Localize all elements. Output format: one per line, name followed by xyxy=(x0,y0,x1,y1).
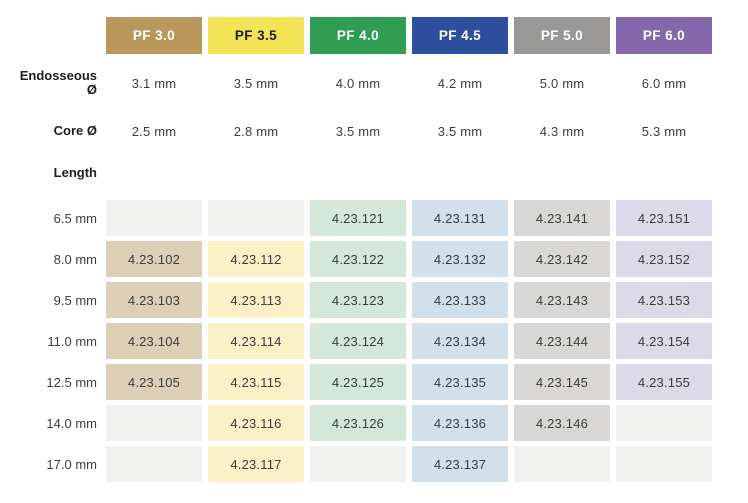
empty-cell xyxy=(310,446,406,482)
article-cell: 4.23.131 xyxy=(412,200,508,236)
article-cell: 4.23.137 xyxy=(412,446,508,482)
article-cell: 4.23.113 xyxy=(208,282,304,318)
empty-cell xyxy=(208,200,304,236)
article-cell: 4.23.104 xyxy=(106,323,202,359)
spec-value-cell: 4.0 mm xyxy=(335,75,381,91)
length-row-label: 9.5 mm xyxy=(53,292,97,308)
spec-value-cell: 4.2 mm xyxy=(437,75,483,91)
empty-cell xyxy=(616,446,712,482)
article-cell: 4.23.132 xyxy=(412,241,508,277)
spec-value-cell: 5.0 mm xyxy=(539,75,585,91)
article-cell: 4.23.142 xyxy=(514,241,610,277)
spec-value-cell: 6.0 mm xyxy=(641,75,687,91)
article-cell: 4.23.116 xyxy=(208,405,304,441)
table-header-row: PF 3.0 PF 3.5 PF 4.0 PF 4.5 PF 5.0 PF 6.0 xyxy=(0,17,748,54)
length-row-label: 6.5 mm xyxy=(53,210,97,226)
empty-cell xyxy=(106,405,202,441)
article-cell: 4.23.105 xyxy=(106,364,202,400)
article-cell: 4.23.121 xyxy=(310,200,406,236)
article-cell: 4.23.146 xyxy=(514,405,610,441)
spec-value-cell: 3.5 mm xyxy=(335,123,381,139)
article-cell: 4.23.125 xyxy=(310,364,406,400)
empty-cell xyxy=(106,446,202,482)
spec-value-cell: 2.5 mm xyxy=(131,123,177,139)
article-cell: 4.23.115 xyxy=(208,364,304,400)
table-row: 6.5 mm 4.23.121 4.23.131 4.23.141 4.23.151 xyxy=(0,200,748,236)
article-cell: 4.23.134 xyxy=(412,323,508,359)
column-header-pf50: PF 5.0 xyxy=(514,17,610,54)
article-cell: 4.23.136 xyxy=(412,405,508,441)
article-cell: 4.23.141 xyxy=(514,200,610,236)
length-section-row: Length xyxy=(0,150,748,195)
article-cell: 4.23.153 xyxy=(616,282,712,318)
spec-value-cell: 3.5 mm xyxy=(437,123,483,139)
table-row: 9.5 mm 4.23.103 4.23.113 4.23.123 4.23.133 4.… xyxy=(0,282,748,318)
article-cell: 4.23.124 xyxy=(310,323,406,359)
column-header-pf60: PF 6.0 xyxy=(616,17,712,54)
empty-cell xyxy=(106,200,202,236)
column-header-pf30: PF 3.0 xyxy=(106,17,202,54)
article-cell: 4.23.145 xyxy=(514,364,610,400)
corner-spacer xyxy=(0,17,100,54)
spec-value-cell: 2.8 mm xyxy=(233,123,279,139)
spec-row-label-text: Endosseous Ø xyxy=(19,68,97,97)
article-cell: 4.23.103 xyxy=(106,282,202,318)
table-row: 12.5 mm 4.23.105 4.23.115 4.23.125 4.23.135 4… xyxy=(0,364,748,400)
article-cell: 4.23.151 xyxy=(616,200,712,236)
column-header-pf40: PF 4.0 xyxy=(310,17,406,54)
length-row-label: 11.0 mm xyxy=(47,333,97,349)
empty-cell xyxy=(616,405,712,441)
spec-value-cell: 3.1 mm xyxy=(131,75,177,91)
article-cell: 4.23.114 xyxy=(208,323,304,359)
length-row-label: 17.0 mm xyxy=(46,456,97,472)
spec-row-label-endosseous-diameter: Endosseous Ø xyxy=(0,54,100,112)
article-cell: 4.23.122 xyxy=(310,241,406,277)
product-table: PF 3.0 PF 3.5 PF 4.0 PF 4.5 PF 5.0 PF 6.0 Endo… xyxy=(0,17,748,482)
table-row: 17.0 mm 4.23.117 4.23.137 xyxy=(0,446,748,482)
article-cell: 4.23.112 xyxy=(208,241,304,277)
length-row-label: 8.0 mm xyxy=(53,251,97,267)
column-header-pf45: PF 4.5 xyxy=(412,17,508,54)
article-cell: 4.23.102 xyxy=(106,241,202,277)
table-row: 8.0 mm 4.23.102 4.23.112 4.23.122 4.23.132 4.… xyxy=(0,241,748,277)
table-row: 14.0 mm 4.23.116 4.23.126 4.23.136 4.23.146 xyxy=(0,405,748,441)
article-cell: 4.23.117 xyxy=(208,446,304,482)
spec-row-endosseous-diameter: Endosseous Ø 3.1 mm 3.5 mm 4.0 mm 4.2 mm 5.0 … xyxy=(0,54,748,112)
length-section-label-text: Length xyxy=(53,164,97,180)
article-cell: 4.23.135 xyxy=(412,364,508,400)
table-row: 11.0 mm 4.23.104 4.23.114 4.23.124 4.23.134 4… xyxy=(0,323,748,359)
article-cell: 4.23.123 xyxy=(310,282,406,318)
empty-cell xyxy=(514,446,610,482)
spec-row-label-text: Core Ø xyxy=(53,123,97,139)
article-cell: 4.23.126 xyxy=(310,405,406,441)
article-cell: 4.23.155 xyxy=(616,364,712,400)
length-row-label: 12.5 mm xyxy=(46,374,97,390)
article-cell: 4.23.154 xyxy=(616,323,712,359)
spec-value-cell: 5.3 mm xyxy=(641,123,687,139)
spec-row-core-diameter: Core Ø 2.5 mm 2.8 mm 3.5 mm 3.5 mm 4.3 mm 5.3 … xyxy=(0,112,748,150)
column-header-pf35: PF 3.5 xyxy=(208,17,304,54)
spec-value-cell: 3.5 mm xyxy=(233,75,279,91)
spec-row-label-core-diameter: Core Ø xyxy=(0,112,100,150)
article-cell: 4.23.133 xyxy=(412,282,508,318)
article-cell: 4.23.152 xyxy=(616,241,712,277)
length-section-label: Length xyxy=(0,150,100,195)
article-cell: 4.23.144 xyxy=(514,323,610,359)
length-row-label: 14.0 mm xyxy=(46,415,97,431)
spec-value-cell: 4.3 mm xyxy=(539,123,585,139)
article-cell: 4.23.143 xyxy=(514,282,610,318)
